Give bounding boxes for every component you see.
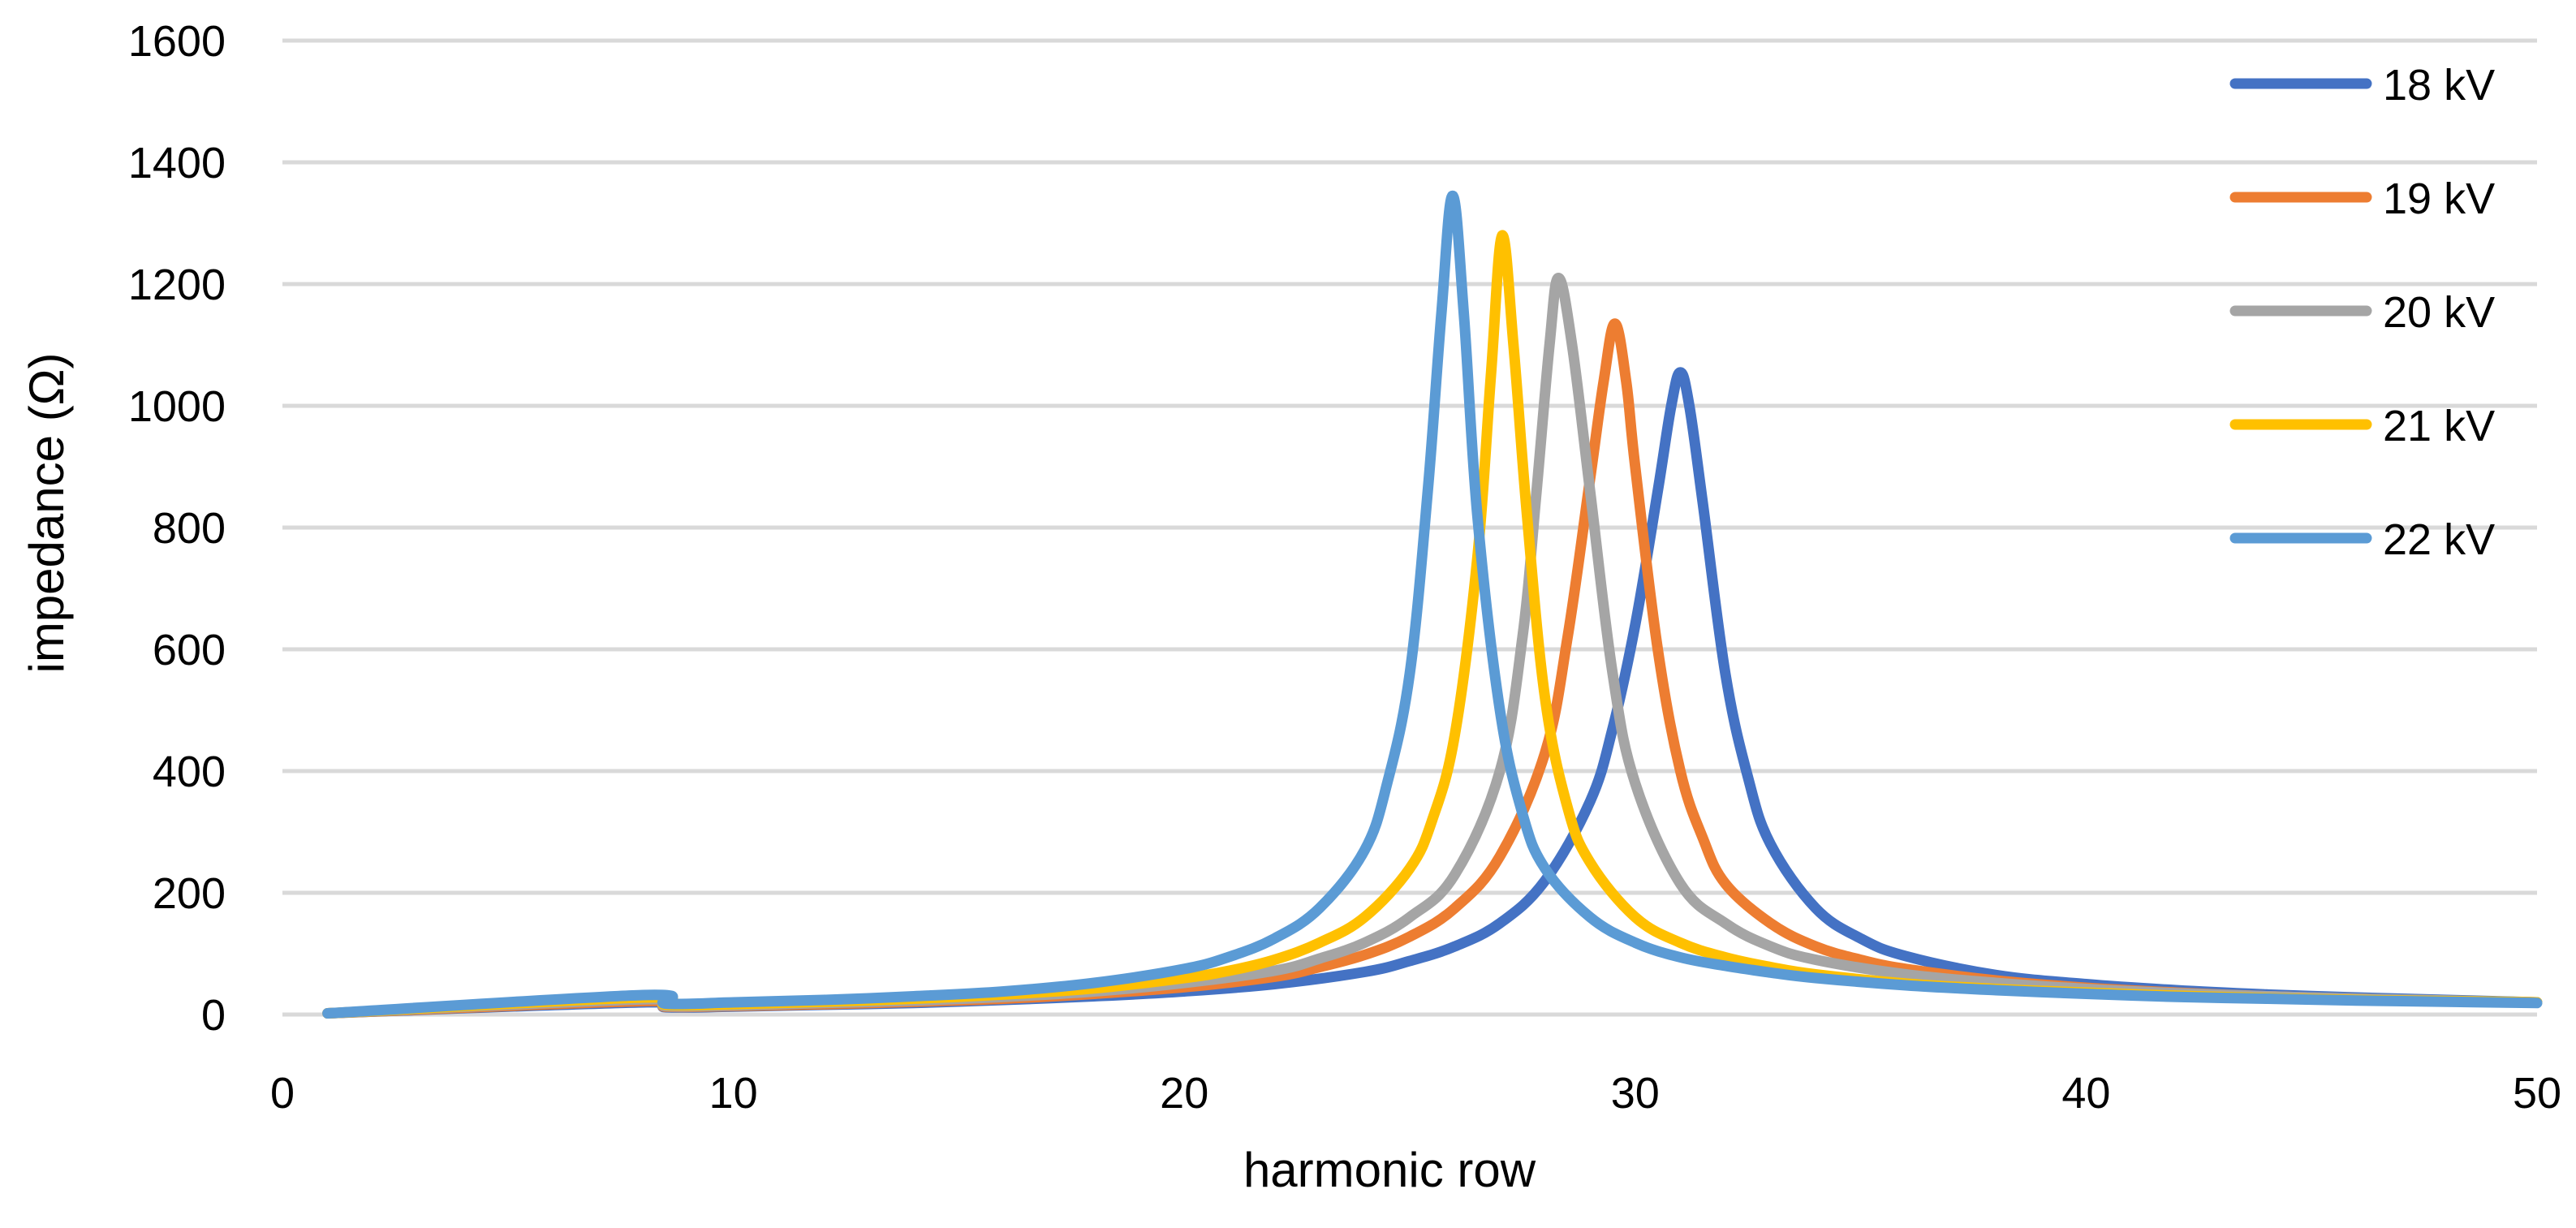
y-tick-label: 1600	[128, 17, 226, 66]
x-tick-labels: 0 10 20 30 40 50	[270, 1069, 2561, 1118]
grid	[282, 38, 2537, 1017]
x-tick-label: 20	[1160, 1069, 1208, 1118]
y-axis-title: impedance (Ω)	[19, 352, 74, 673]
y-tick-label: 600	[153, 626, 226, 674]
y-tick-label: 1200	[128, 261, 226, 309]
y-tick-label: 400	[153, 748, 226, 796]
legend-label-2: 19 kV	[2383, 175, 2495, 223]
x-tick-label: 10	[709, 1069, 758, 1118]
x-axis-title: harmonic row	[1243, 1143, 1536, 1197]
y-tick-label: 800	[153, 504, 226, 553]
y-tick-label: 1400	[128, 139, 226, 187]
legend-label-3: 20 kV	[2383, 288, 2495, 337]
x-tick-label: 0	[270, 1069, 295, 1118]
y-tick-label: 0	[201, 991, 226, 1040]
legend-label-4: 21 kV	[2383, 402, 2495, 450]
series-lines	[322, 190, 2543, 1019]
legend: 18 kV 19 kV 20 kV 21 kV 22 kV	[2229, 61, 2495, 564]
legend-label-5: 22 kV	[2383, 515, 2495, 564]
x-tick-label: 40	[2061, 1069, 2110, 1118]
x-tick-label: 50	[2513, 1069, 2561, 1118]
y-tick-labels: 0 200 400 600 800 1000 1200 1400 1600	[128, 17, 226, 1040]
x-tick-label: 30	[1611, 1069, 1660, 1118]
y-tick-label: 1000	[128, 382, 226, 431]
legend-label-1: 18 kV	[2383, 61, 2495, 110]
series-line-5	[322, 190, 2543, 1019]
y-tick-label: 200	[153, 869, 226, 918]
